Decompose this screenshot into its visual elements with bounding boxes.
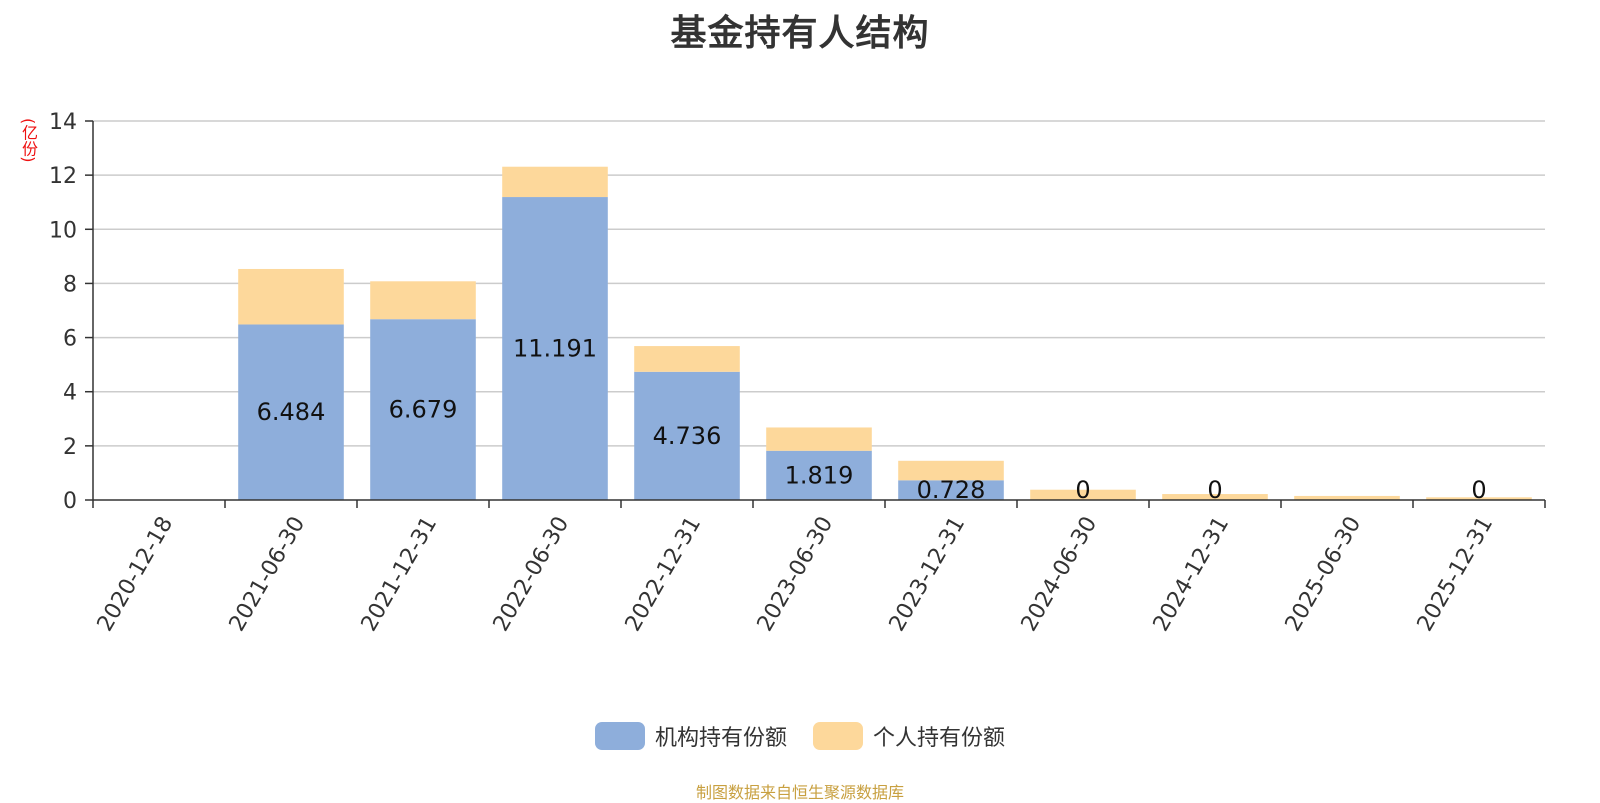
x-tick-label: 2021-12-31 xyxy=(357,513,443,636)
data-label: 0 xyxy=(1471,476,1486,504)
y-axis-unit: (亿份) xyxy=(19,118,38,163)
y-tick-label: 8 xyxy=(63,272,77,297)
data-labels: 6.484 6.679 11.191 4.736 1.819 0.728 0 0 0 xyxy=(257,335,1487,505)
y-tick-label: 0 xyxy=(63,489,77,514)
legend-label-institutional: 机构持有份额 xyxy=(654,726,787,751)
bar-individual xyxy=(502,166,608,198)
y-tick-label: 4 xyxy=(63,381,77,406)
data-label: 0.728 xyxy=(917,476,986,504)
y-tick-label: 12 xyxy=(49,164,77,189)
x-tick-label: 2024-12-31 xyxy=(1149,513,1235,636)
bar-institutional xyxy=(370,319,476,500)
bar-institutional xyxy=(766,450,872,500)
bar-institutional xyxy=(238,324,344,500)
x-tick-label: 2022-06-30 xyxy=(489,513,575,636)
bar-individual xyxy=(1030,489,1136,500)
bar-individual xyxy=(238,268,344,325)
x-tick-label: 2025-12-31 xyxy=(1413,513,1499,636)
legend-item-institutional[interactable]: 机构持有份额 xyxy=(594,720,787,752)
bar-individual xyxy=(634,346,740,372)
legend: 机构持有份额 个人持有份额 xyxy=(0,720,1600,752)
x-tick-label: 2023-06-30 xyxy=(753,513,839,636)
data-label: 0 xyxy=(1075,476,1090,504)
bar-individual xyxy=(766,427,872,451)
data-label: 0 xyxy=(1207,476,1222,504)
x-tick-label: 2022-12-31 xyxy=(621,513,707,636)
bar-institutional xyxy=(634,371,740,500)
y-tick-label: 10 xyxy=(49,218,77,243)
x-tick-label: 2024-06-30 xyxy=(1017,513,1103,636)
x-tick-label: 2021-06-30 xyxy=(225,513,311,636)
legend-item-individual[interactable]: 个人持有份额 xyxy=(813,720,1005,752)
bar-individual xyxy=(370,281,476,320)
bar-individual xyxy=(1426,497,1532,500)
chart-plot: 0 2 4 6 8 10 12 14 2020-12-18 2021-06-30 2021-12-3… xyxy=(49,110,1546,636)
data-label: 6.679 xyxy=(389,396,458,424)
data-label: 11.191 xyxy=(513,335,597,363)
legend-label-individual: 个人持有份额 xyxy=(873,726,1006,751)
bar-institutional xyxy=(502,197,608,500)
bar-individual xyxy=(1162,494,1268,500)
legend-swatch-institutional xyxy=(594,722,645,750)
bar-individual xyxy=(898,460,1004,481)
bar-institutional xyxy=(898,480,1004,500)
bars xyxy=(238,166,1532,500)
y-tick-label: 14 xyxy=(49,110,77,135)
chart-title: 基金持有人结构 xyxy=(670,13,930,54)
source-note: 制图数据来自恒生聚源数据库 xyxy=(695,783,904,802)
data-label: 4.736 xyxy=(653,422,722,450)
x-tick-label: 2023-12-31 xyxy=(885,513,971,636)
data-label: 1.819 xyxy=(785,461,854,489)
x-tick-label: 2020-12-18 xyxy=(93,513,179,636)
data-label: 6.484 xyxy=(257,398,326,426)
x-tick-label: 2025-06-30 xyxy=(1281,513,1367,636)
y-tick-label: 2 xyxy=(63,435,77,460)
bar-individual xyxy=(1294,495,1400,500)
legend-swatch-individual xyxy=(813,722,863,750)
y-tick-label: 6 xyxy=(63,327,77,352)
